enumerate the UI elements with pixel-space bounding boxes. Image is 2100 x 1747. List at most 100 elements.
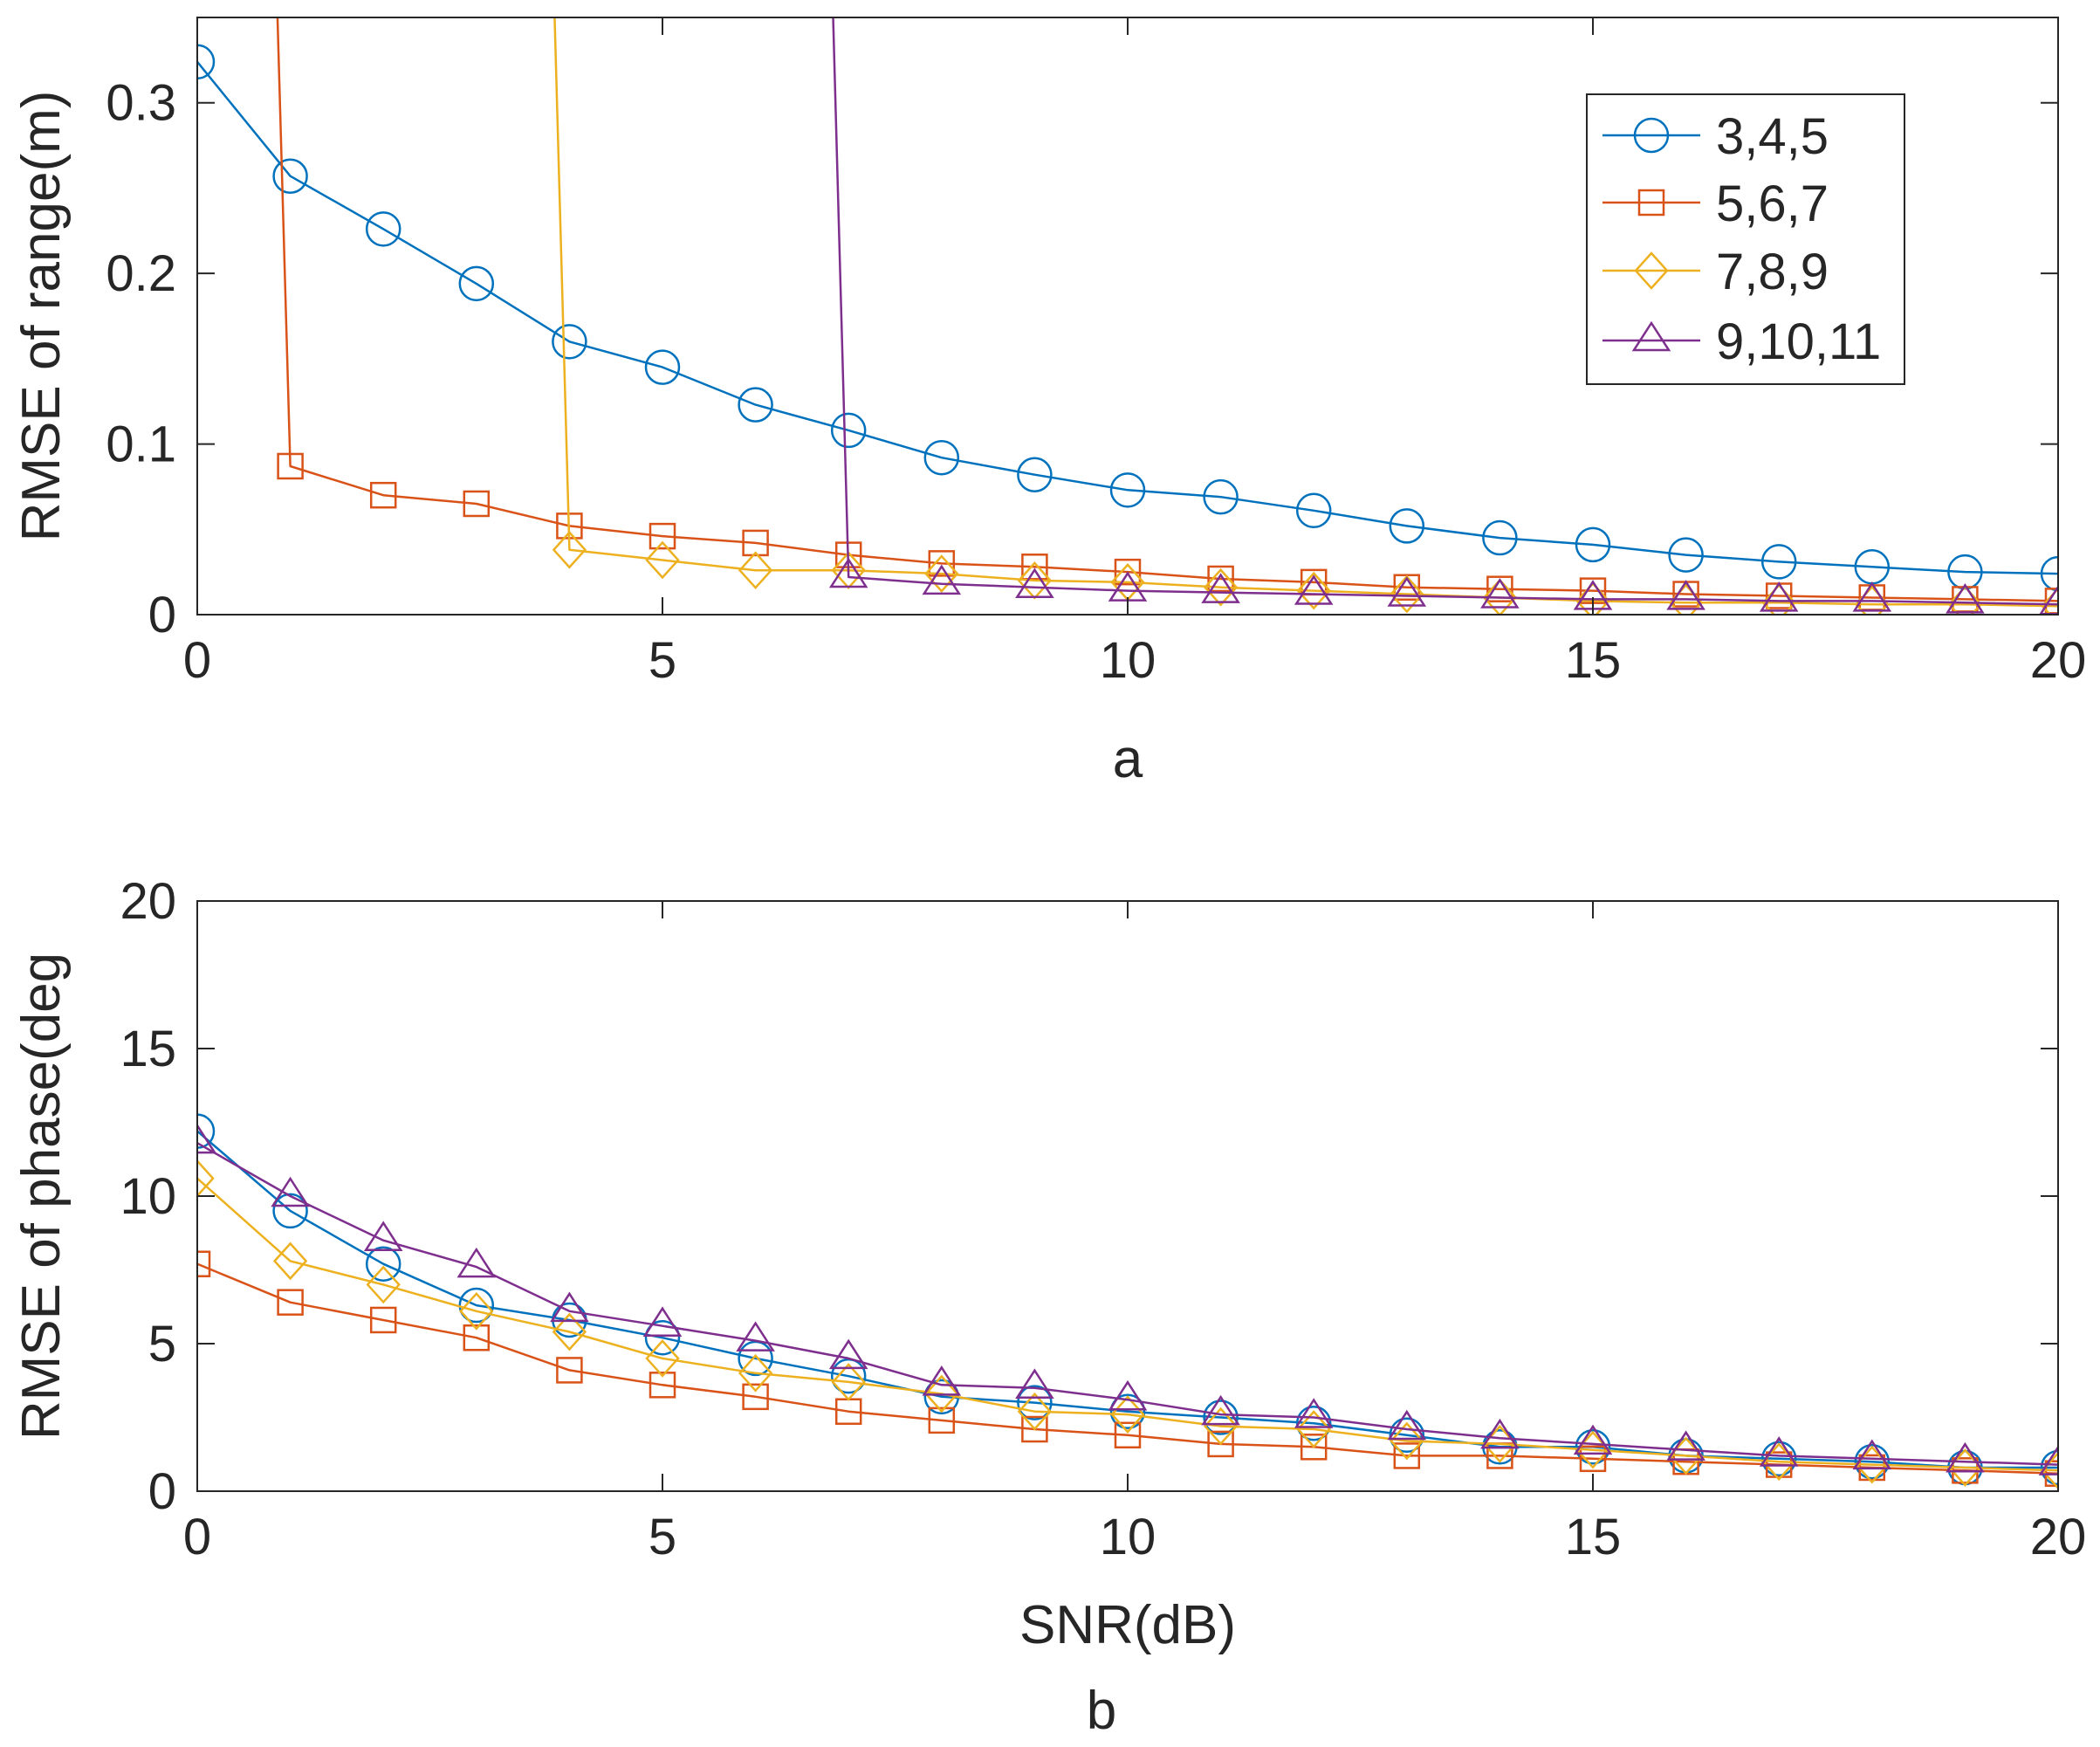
panel-a-point-3-4-5 (923, 439, 960, 476)
panel-a-point-7-8-9 (1390, 574, 1424, 614)
panel-b-point-5-6-7 (1114, 1421, 1142, 1449)
panel-a-series-line-3-4-5 (197, 61, 2058, 575)
panel-b-plot-area (197, 901, 2058, 1491)
panel-a-point-3-4-5 (1668, 537, 1704, 573)
panel-b-point-5-6-7 (556, 1357, 583, 1384)
panel-b-point-9-10-11 (2038, 1445, 2058, 1475)
panel-a-point-3-4-5 (458, 265, 495, 302)
panel-b-y-tick-label: 0 (148, 1463, 176, 1520)
panel-b-point-5-6-7 (463, 1324, 491, 1352)
panel-b-point-9-10-11 (550, 1291, 589, 1323)
panel-b-y-tick-label: 10 (120, 1168, 176, 1225)
panel-a-point-9-10-11 (922, 564, 962, 595)
panel-a-y-axis-label: RMSE of range(m) (11, 91, 72, 542)
panel-a-point-3-4-5 (1295, 492, 1332, 529)
legend-diamond-marker-icon (1634, 251, 1669, 290)
panel-a-point-9-10-11 (1294, 574, 1334, 605)
legend-entry-5-6-7: 5,6,7 (1602, 175, 1829, 232)
panel-a-point-3-4-5 (830, 412, 867, 449)
panel-b-point-5-6-7 (277, 1289, 304, 1316)
panel-b-point-7-8-9 (459, 1291, 494, 1331)
panel-b-series-line-3-4-5 (197, 1130, 2058, 1469)
panel-a-point-7-8-9 (552, 530, 587, 569)
panel-b-point-3-4-5 (738, 1340, 773, 1377)
panel-a-y-tick-label: 0.3 (106, 75, 176, 132)
panel-b-point-3-4-5 (1017, 1385, 1053, 1420)
panel-b-point-9-10-11 (197, 1123, 217, 1154)
panel-b-point-9-10-11 (828, 1338, 868, 1370)
panel-b-point-9-10-11 (642, 1306, 683, 1337)
panel-a-point-3-4-5 (1575, 526, 1611, 563)
panel-a-label: a (1113, 729, 1143, 789)
panel-a-point-3-4-5 (644, 349, 681, 385)
panel-a-point-3-4-5 (1109, 472, 1146, 508)
legend-entry-3-4-5: 3,4,5 (1602, 108, 1829, 165)
panel-a-point-5-6-7 (369, 481, 397, 509)
panel-b-point-5-6-7 (1021, 1415, 1048, 1443)
panel-b-point-9-10-11 (1759, 1436, 1799, 1467)
panel-b-point-7-8-9 (366, 1265, 401, 1304)
panel-b-point-3-4-5 (197, 1113, 216, 1149)
panel-b-y-tick-label: 20 (120, 873, 176, 930)
legend-entry-7-8-9: 7,8,9 (1602, 244, 1829, 300)
panel-b-point-3-4-5 (365, 1246, 401, 1282)
panel-b-point-7-8-9 (831, 1363, 866, 1401)
legend-box (1586, 93, 1905, 385)
panel-b-point-7-8-9 (738, 1353, 773, 1393)
panel-b-point-5-6-7 (649, 1372, 676, 1399)
panel-a-point-7-8-9 (1761, 583, 1796, 615)
panel-b-point-9-10-11 (363, 1221, 403, 1251)
panel-b-point-9-10-11 (1666, 1430, 1705, 1461)
panel-b-point-9-10-11 (1015, 1368, 1054, 1399)
panel-a-axes-box (196, 17, 2059, 616)
panel-b-point-3-4-5 (1203, 1400, 1239, 1435)
panel-a-point-7-8-9 (2041, 587, 2058, 615)
legend-triangle-marker-icon (1631, 320, 1671, 352)
panel-b-series-5-6-7 (197, 1250, 2058, 1487)
panel-a-point-5-6-7 (1114, 558, 1142, 586)
legend-label-3-4-5: 3,4,5 (1716, 108, 1829, 165)
panel-a-point-7-8-9 (924, 554, 959, 593)
panel-b-series-3-4-5 (197, 1113, 2058, 1486)
panel-a-point-7-8-9 (645, 540, 680, 580)
panel-b-point-3-4-5 (1854, 1443, 1891, 1480)
panel-a-point-3-4-5 (1017, 457, 1053, 492)
panel-a-point-3-4-5 (272, 158, 308, 194)
panel-b-point-5-6-7 (742, 1383, 769, 1411)
panel-a-point-9-10-11 (1666, 580, 1705, 610)
panel-b-point-9-10-11 (1946, 1441, 1985, 1473)
panel-b-point-5-6-7 (1393, 1442, 1421, 1469)
panel-a-x-tick-label: 20 (2030, 632, 2087, 689)
panel-a-series-line-9-10-11 (832, 17, 2058, 606)
panel-a-point-3-4-5 (738, 387, 773, 423)
panel-b-x-tick-label: 15 (1565, 1509, 1622, 1565)
panel-a-point-9-10-11 (1387, 576, 1427, 607)
panel-b-point-7-8-9 (1203, 1407, 1239, 1446)
panel-b-series-line-5-6-7 (197, 1262, 2058, 1475)
panel-b-point-7-8-9 (924, 1374, 959, 1413)
legend-label-5-6-7: 5,6,7 (1716, 175, 1829, 232)
panel-a-point-3-4-5 (1389, 508, 1425, 544)
panel-a-point-5-6-7 (463, 490, 491, 518)
panel-a-point-9-10-11 (1480, 578, 1520, 609)
panel-a-point-7-8-9 (1482, 578, 1518, 615)
panel-a-point-5-6-7 (1207, 565, 1234, 593)
panel-b-x-tick-label: 10 (1100, 1509, 1156, 1565)
panel-a-point-3-4-5 (197, 44, 216, 80)
panel-b-point-7-8-9 (272, 1241, 308, 1281)
panel-b-point-5-6-7 (928, 1407, 956, 1434)
panel-b-x-tick-label: 20 (2030, 1509, 2087, 1565)
panel-b-y-tick-label: 5 (148, 1316, 176, 1372)
panel-b-point-3-4-5 (644, 1319, 681, 1356)
panel-b-point-3-4-5 (1760, 1441, 1797, 1477)
panel-b-point-5-6-7 (1300, 1434, 1328, 1461)
panel-b-point-7-8-9 (552, 1312, 587, 1352)
panel-b-point-9-10-11 (922, 1365, 962, 1396)
panel-b-point-3-4-5 (1109, 1393, 1146, 1429)
legend-label-9-10-11: 9,10,11 (1716, 313, 1881, 370)
panel-a-series-3-4-5 (197, 44, 2058, 592)
panel-a-point-7-8-9 (738, 551, 773, 590)
panel-a-y-tick-label: 0 (148, 587, 176, 643)
panel-b-series-line-9-10-11 (197, 1142, 2058, 1466)
panel-b-point-3-4-5 (272, 1193, 308, 1229)
